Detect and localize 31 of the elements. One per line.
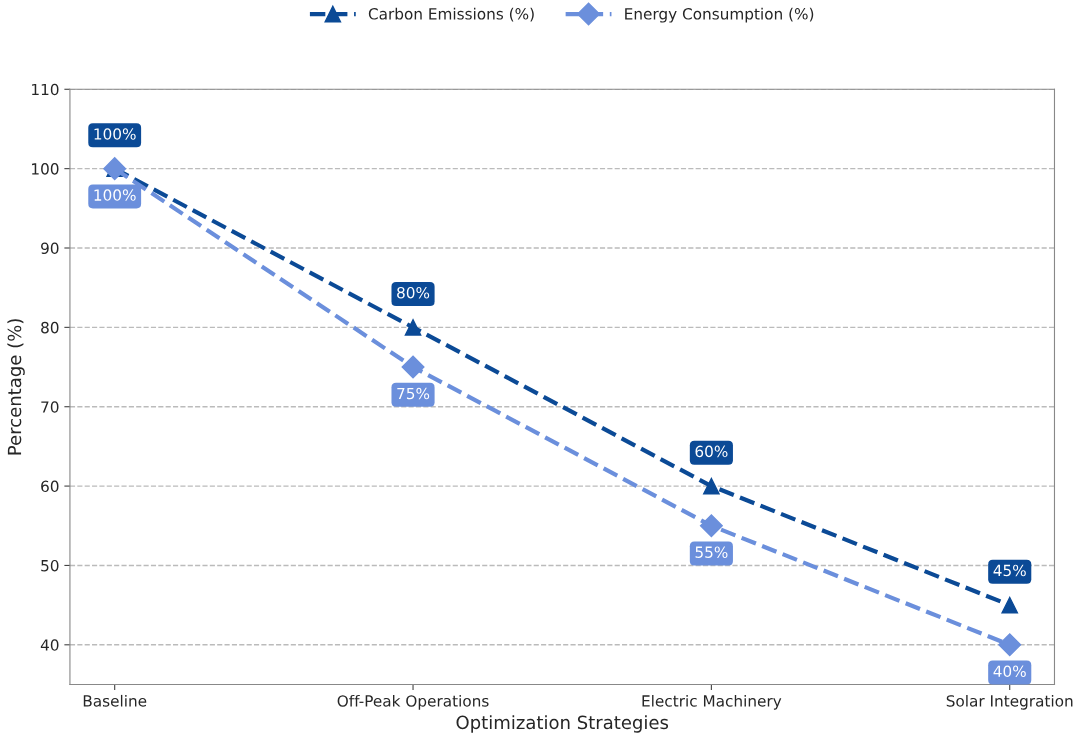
y-tick-label: 80: [41, 321, 59, 334]
y-tick-label: 60: [41, 480, 59, 493]
data-label: 60%: [695, 445, 728, 458]
data-label: 45%: [993, 564, 1026, 577]
x-tick-label: Solar Integration: [946, 694, 1073, 710]
data-label: 40%: [993, 665, 1026, 678]
data-label: 100%: [94, 128, 136, 140]
y-tick-label: 90: [41, 242, 59, 255]
data-label: 75%: [397, 387, 430, 400]
x-tick-label: Baseline: [83, 694, 147, 707]
point: [703, 477, 720, 495]
legend-label: Carbon Emissions (%): [368, 7, 534, 22]
x-tick-label: Off-Peak Operations: [337, 694, 489, 710]
data-label: 55%: [695, 546, 728, 558]
legend-label: Energy Consumption (%): [625, 7, 814, 23]
point: [699, 514, 723, 538]
y-axis-title: Percentage (%): [7, 319, 25, 455]
data-label: 100%: [94, 189, 136, 201]
y-tick-label: 40: [40, 639, 59, 651]
y-tick-label: 70: [41, 401, 59, 413]
point: [103, 157, 127, 181]
point: [401, 355, 425, 379]
y-tick-label: 100: [32, 163, 59, 175]
data-label: 80%: [397, 286, 430, 299]
y-tick-label: 50: [41, 559, 59, 572]
point: [404, 319, 422, 336]
x-axis-title: Optimization Strategies: [456, 715, 669, 733]
point: [1001, 596, 1019, 614]
x-tick-label: Electric Machinery: [642, 694, 782, 710]
y-tick-label: 110: [32, 83, 59, 96]
point: [998, 633, 1022, 657]
